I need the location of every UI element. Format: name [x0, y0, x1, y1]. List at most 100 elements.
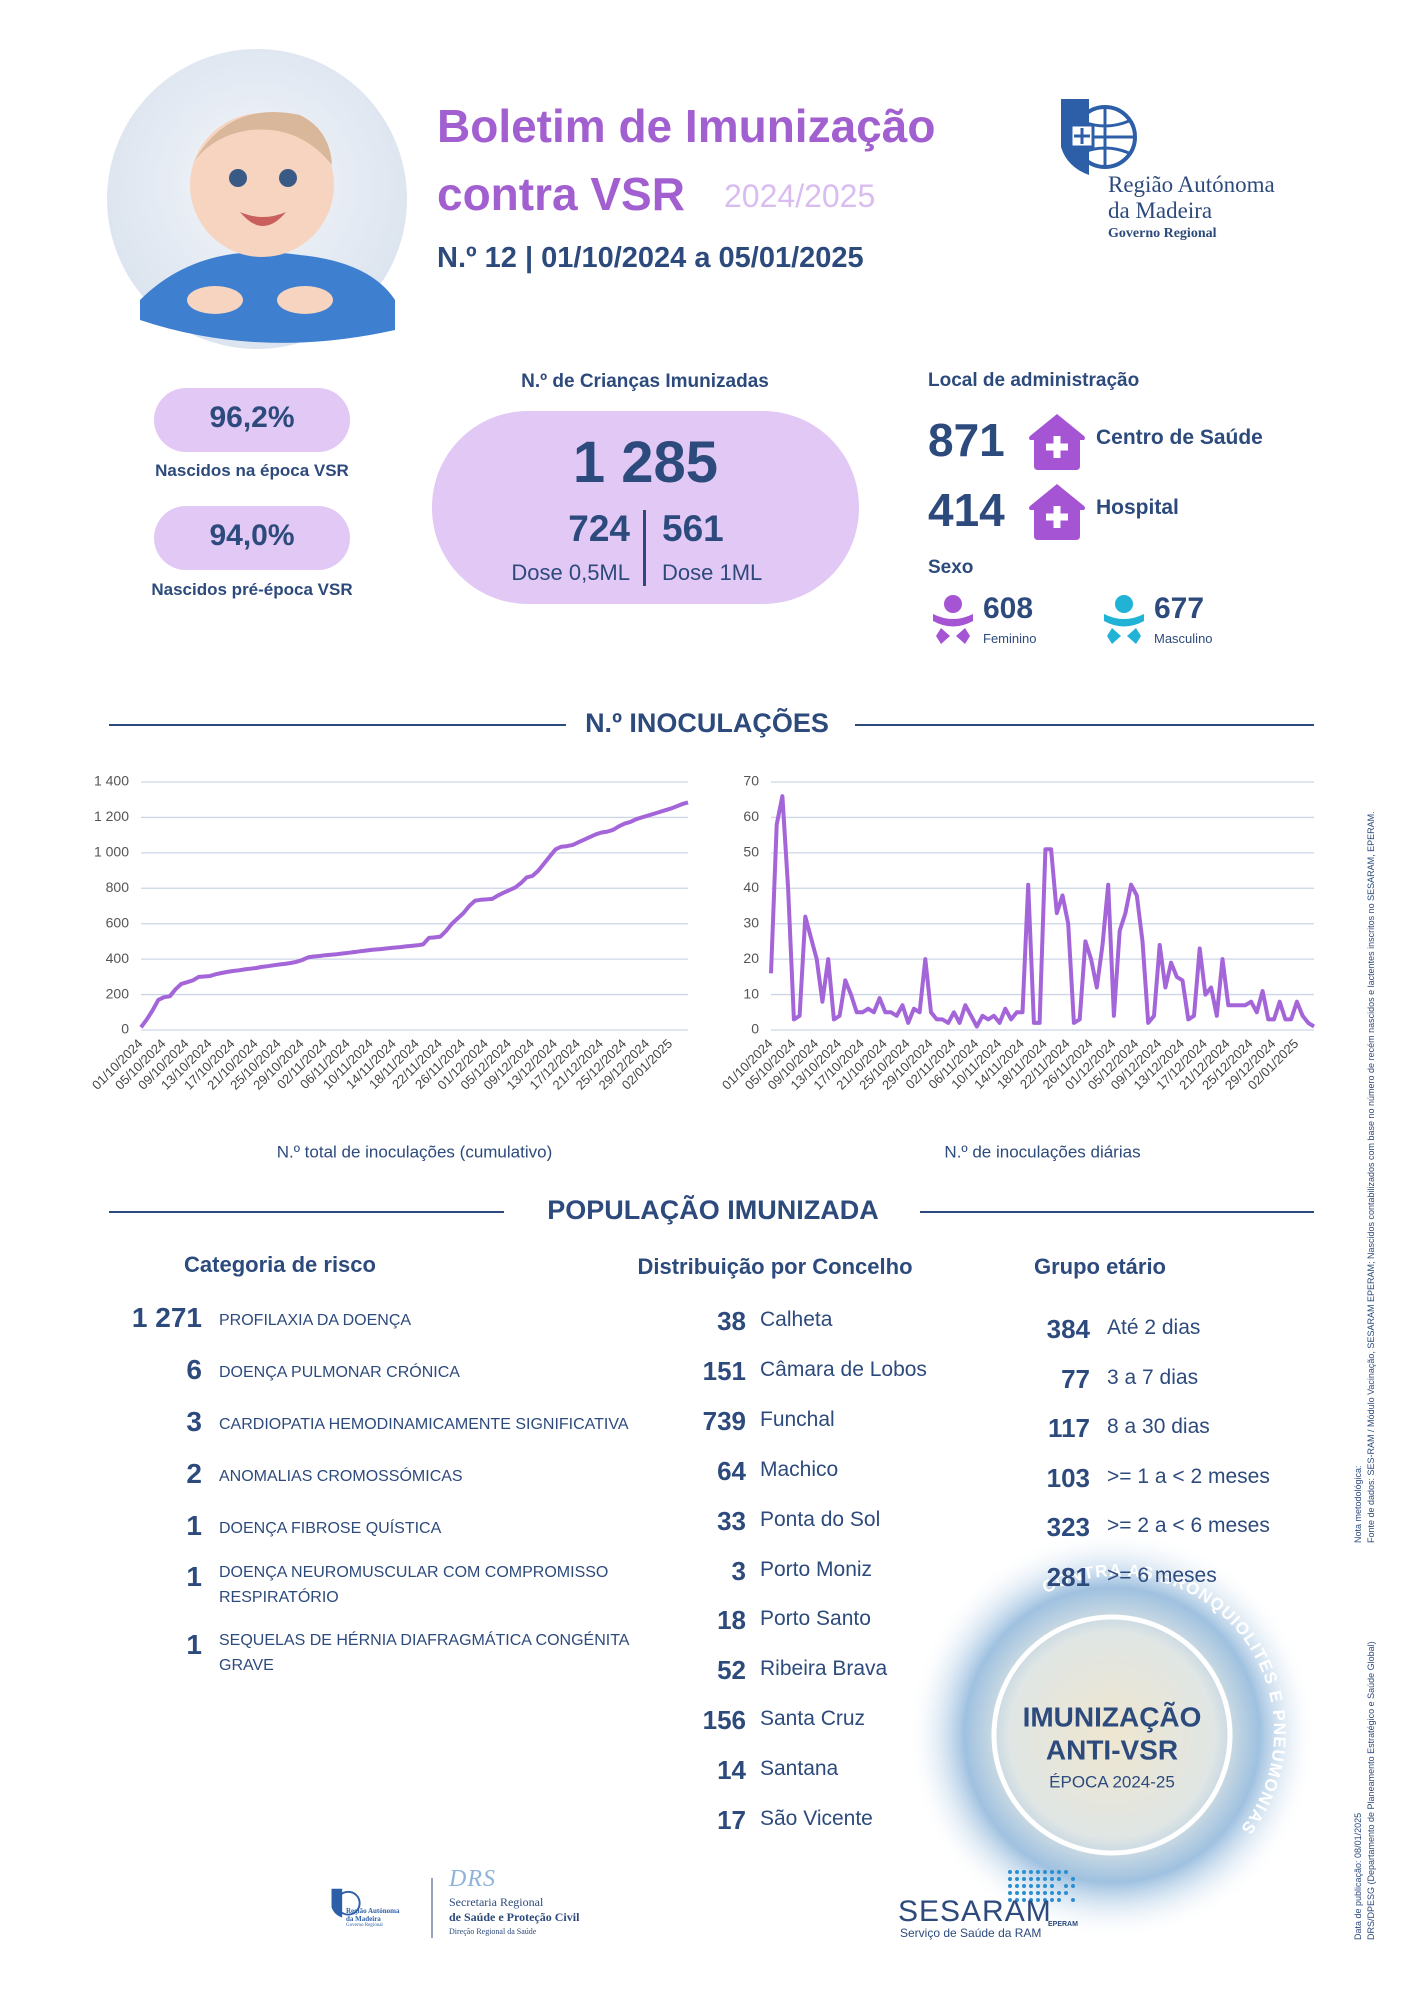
- age-value: 103: [1046, 1462, 1090, 1493]
- dot: [1022, 1898, 1026, 1902]
- dot: [1022, 1891, 1026, 1895]
- health-center-icon: [1029, 414, 1085, 470]
- dot: [1057, 1877, 1061, 1881]
- dot: [1022, 1877, 1026, 1881]
- dot: [1057, 1898, 1061, 1902]
- side-note: Data de publicação: 08/01/2025 DRS/DPESG…: [1352, 1600, 1378, 1940]
- sex-label: Masculino: [1154, 631, 1213, 646]
- age-value: 323: [1046, 1512, 1090, 1542]
- dot: [1008, 1870, 1012, 1874]
- sex-label: Feminino: [983, 631, 1037, 646]
- age-label: >= 6 meses: [1107, 1563, 1217, 1587]
- risk-label: ANOMALIAS CROMOSSÓMICAS: [219, 1468, 463, 1485]
- dot: [1043, 1898, 1047, 1902]
- drs-mark: DRS: [449, 1866, 496, 1892]
- risk-label: DOENÇA NEUROMUSCULAR COM COMPROMISSO RES…: [219, 1564, 609, 1606]
- municipality-value: 18: [717, 1605, 746, 1636]
- dose-label: Dose 1ML: [662, 560, 763, 585]
- age-value: 384: [1046, 1314, 1090, 1344]
- section-title: N.º INOCULAÇÕES: [585, 708, 829, 738]
- sesaram-name: SESARAM: [898, 1895, 1052, 1928]
- footer-logo-text: Região Autónoma: [346, 1907, 400, 1915]
- decoration: [1104, 614, 1144, 627]
- dot: [1015, 1898, 1019, 1902]
- dot: [1036, 1898, 1040, 1902]
- municipality-value: 156: [702, 1705, 746, 1736]
- title-line2: contra VSR: [437, 168, 685, 220]
- section-title: POPULAÇÃO IMUNIZADA: [547, 1195, 879, 1225]
- immunized-total: 1 285: [572, 430, 719, 495]
- sesaram-tagline: Serviço de Saúde da RAM: [900, 1926, 1042, 1940]
- sesaram-suffix: EPERAM: [1048, 1921, 1078, 1928]
- y-tick-label: 10: [743, 985, 759, 1001]
- municipality-label: Funchal: [760, 1407, 835, 1431]
- dot: [1057, 1870, 1061, 1874]
- column-title: Distribuição por Concelho: [637, 1254, 913, 1279]
- drs-text: de Saúde e Proteção Civil: [449, 1910, 580, 1924]
- risk-value: 3: [186, 1406, 202, 1437]
- logo-text: da Madeira: [1108, 198, 1213, 223]
- location-label: Hospital: [1096, 496, 1179, 519]
- footer-logo-emblem: [331, 1888, 361, 1918]
- municipality-value: 52: [717, 1655, 746, 1686]
- municipality-label: Santa Cruz: [760, 1707, 866, 1731]
- dot: [1036, 1870, 1040, 1874]
- dot: [1022, 1870, 1026, 1874]
- column-title: Grupo etário: [1033, 1254, 1166, 1279]
- risk-value: 1 271: [131, 1302, 202, 1333]
- badge-line3: ÉPOCA 2024-25: [1049, 1772, 1175, 1791]
- dot: [1064, 1891, 1068, 1895]
- y-tick-label: 40: [743, 879, 759, 895]
- sex-title: Sexo: [928, 557, 974, 578]
- dot: [1043, 1891, 1047, 1895]
- dot: [1029, 1870, 1033, 1874]
- y-tick-label: 0: [751, 1021, 759, 1037]
- decoration: [195, 112, 332, 165]
- coverage-label: Nascidos na época VSR: [155, 461, 349, 480]
- title-line1: Boletim de Imunização: [437, 100, 936, 152]
- risk-value: 6: [186, 1354, 202, 1385]
- dot: [1043, 1870, 1047, 1874]
- municipality-value: 64: [717, 1455, 746, 1486]
- municipality-value: 739: [702, 1405, 746, 1436]
- decoration: [1115, 595, 1133, 613]
- dot: [1015, 1877, 1019, 1881]
- column-title: Categoria de risco: [184, 1252, 376, 1277]
- female-icon: [933, 595, 973, 644]
- municipality-label: Santana: [760, 1757, 839, 1781]
- decoration: [187, 286, 243, 314]
- dose-divider: [643, 510, 646, 586]
- dose-value: 561: [662, 508, 724, 549]
- badge-line1: IMUNIZAÇÃO: [1023, 1701, 1202, 1732]
- age-value: 117: [1048, 1413, 1090, 1443]
- age-value: 77: [1061, 1363, 1090, 1394]
- dot: [1071, 1898, 1075, 1902]
- municipality-value: 3: [731, 1555, 746, 1586]
- decoration: [335, 1890, 361, 1916]
- x-axis-label: N.º total de inoculações (cumulativo): [277, 1142, 553, 1161]
- decoration: [933, 614, 973, 627]
- municipality-label: Machico: [760, 1457, 839, 1481]
- logo-emblem: [1061, 99, 1137, 175]
- y-tick-label: 70: [743, 773, 759, 789]
- dot: [1071, 1884, 1075, 1888]
- dot: [1050, 1898, 1054, 1902]
- municipality-label: Ribeira Brava: [760, 1657, 888, 1681]
- drs-text: Secretaria Regional: [449, 1895, 544, 1909]
- risk-value: 1: [186, 1561, 202, 1592]
- side-note: Nota metodológica: Fonte de dados: SES-R…: [1352, 783, 1378, 1543]
- data-line: [769, 794, 1316, 1029]
- y-tick-label: 200: [106, 985, 130, 1001]
- age-label: >= 2 a < 6 meses: [1107, 1514, 1270, 1537]
- badge-line2: ANTI-VSR: [1046, 1734, 1178, 1765]
- decoration: [240, 212, 286, 226]
- data-line: [139, 800, 689, 1029]
- dose-label: Dose 0,5ML: [511, 560, 630, 585]
- decoration: [936, 628, 970, 644]
- age-label: 3 a 7 dias: [1107, 1365, 1199, 1389]
- dot: [1064, 1870, 1068, 1874]
- side-note-line: Data de publicação: 08/01/2025: [1353, 1812, 1363, 1940]
- decoration: [907, 1530, 1317, 1940]
